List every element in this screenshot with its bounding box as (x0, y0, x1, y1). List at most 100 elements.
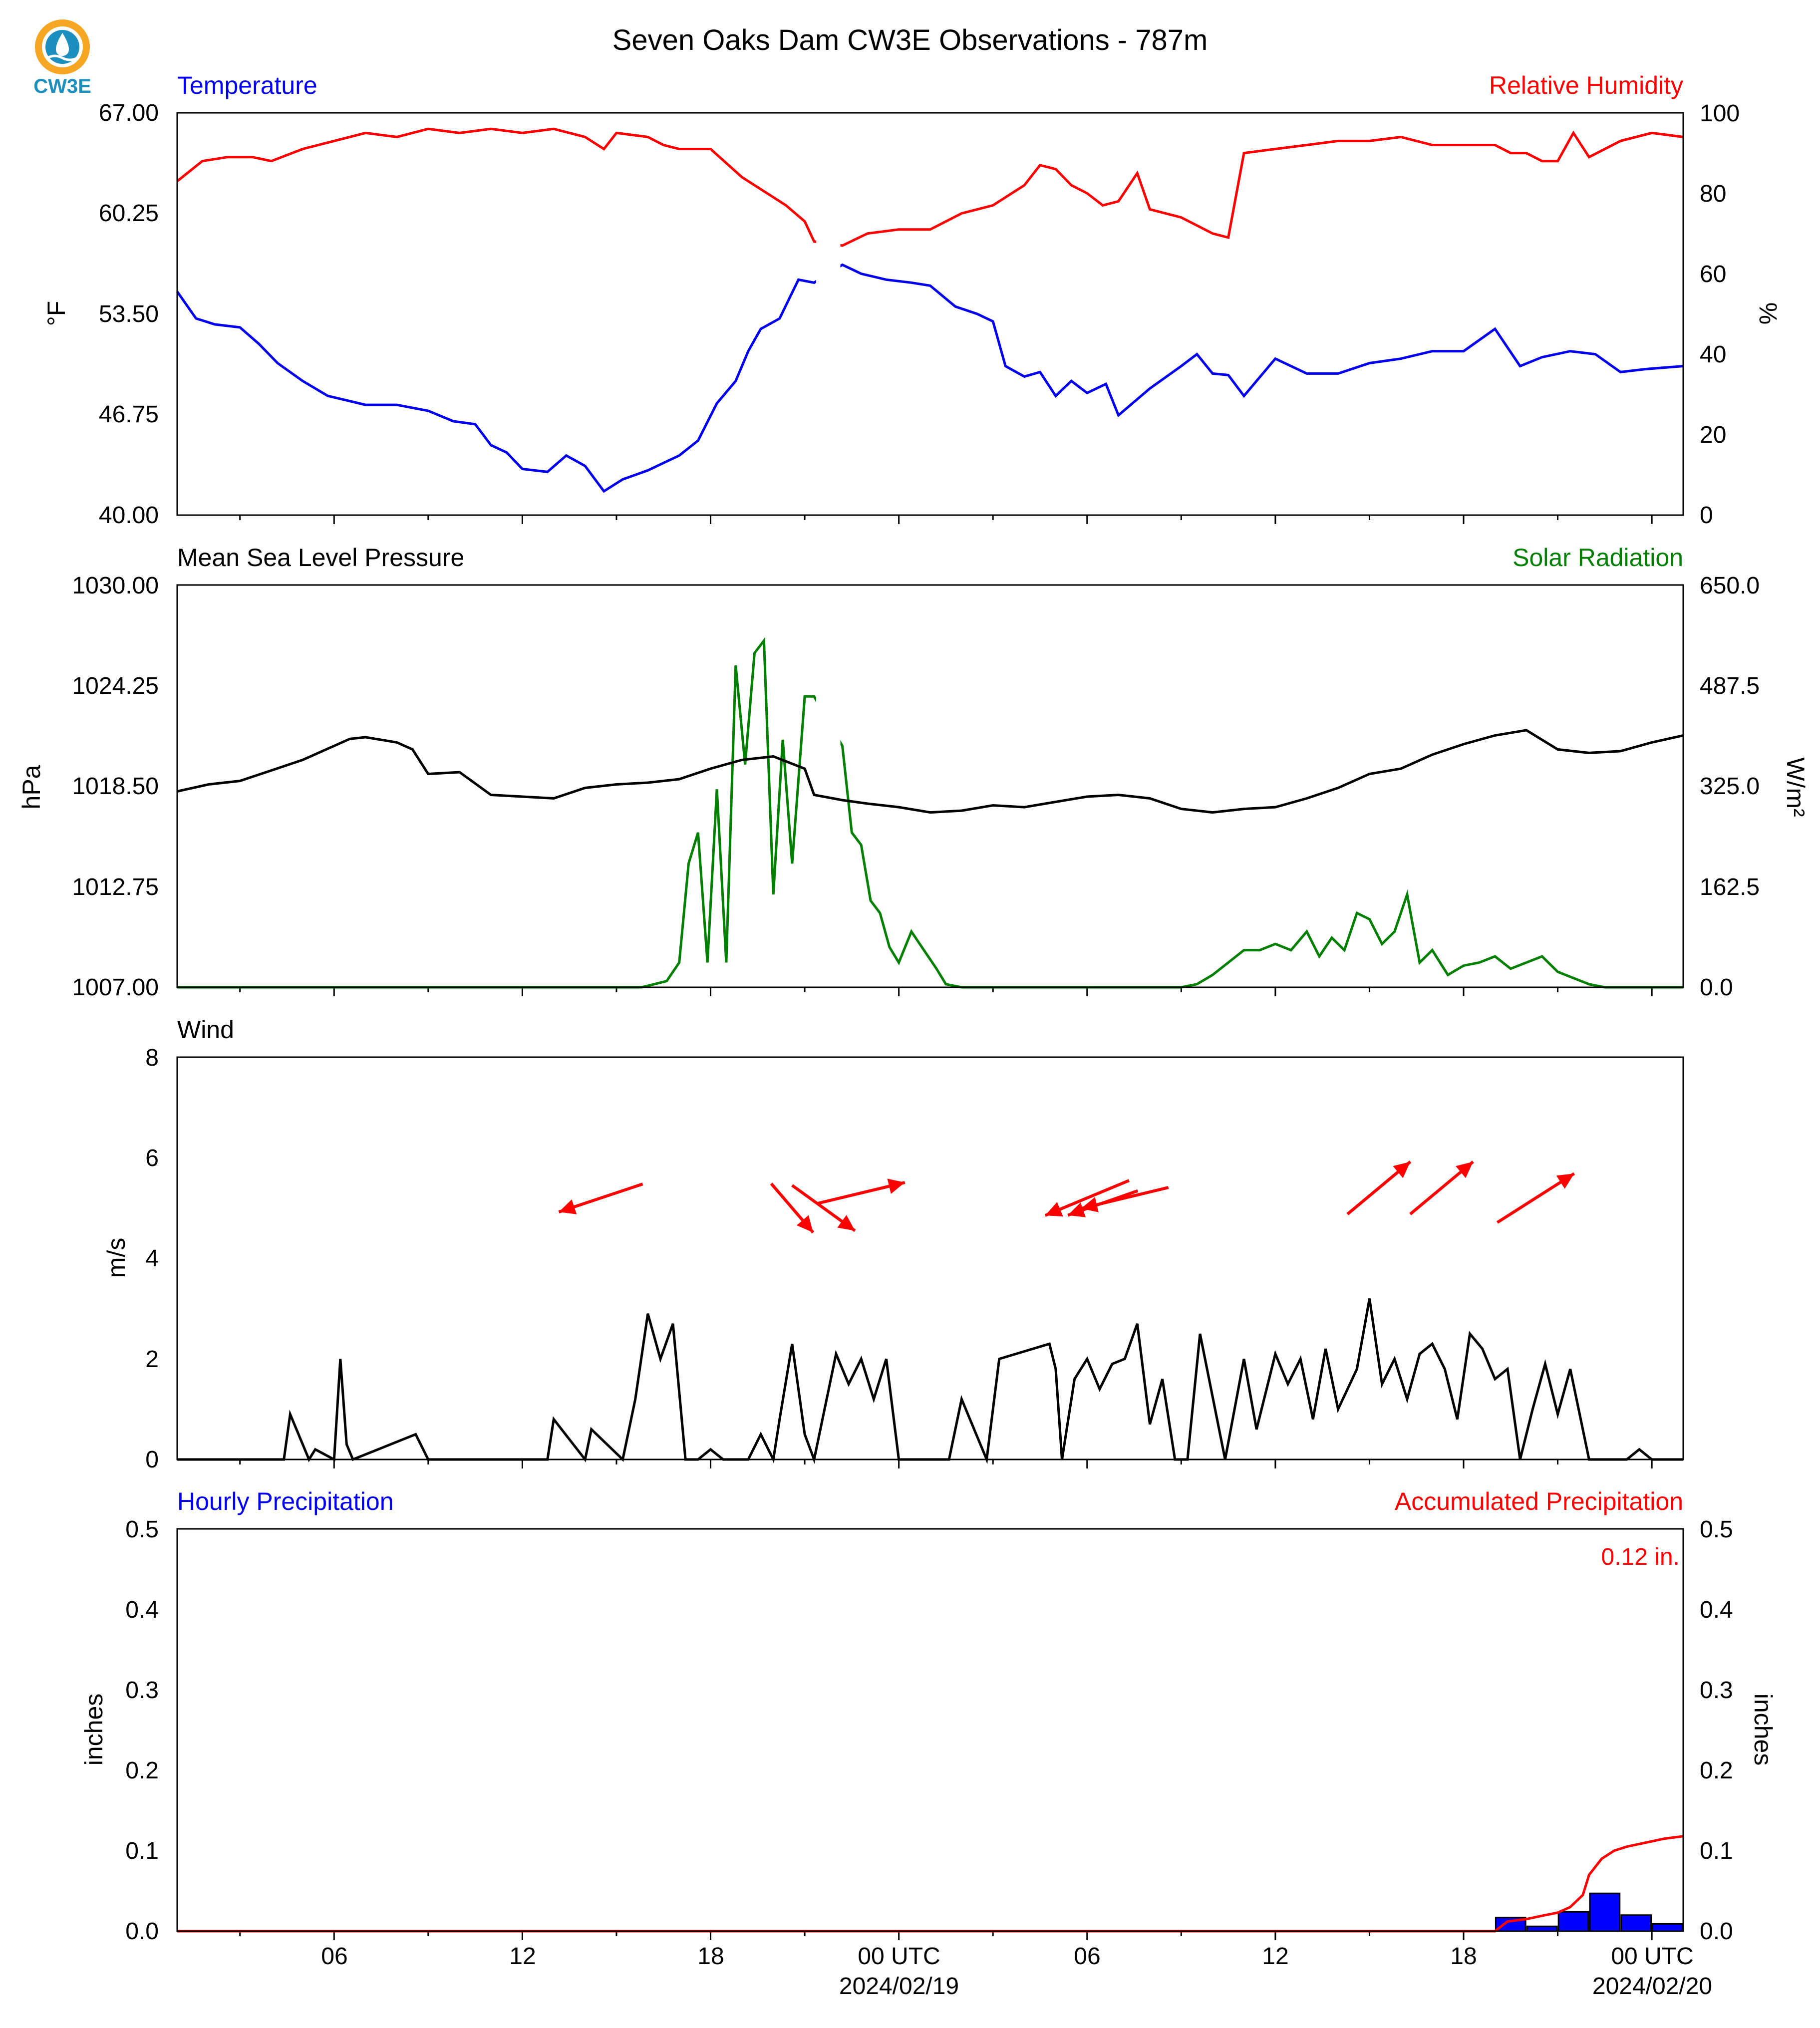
precip-ticks: 0.0 0.1 0.2 0.3 0.4 0.5 (125, 1516, 159, 1945)
logo-drop-icon (56, 33, 69, 56)
humidity-tick: 0 (1700, 502, 1713, 529)
pressure-series-line (177, 729, 1684, 814)
x-tick-label: 00 UTC (858, 1943, 940, 1970)
humidity-ticks: 0 20 40 60 80 100 (1700, 100, 1740, 529)
wind-arrow (1044, 1179, 1130, 1217)
x-tick-label: 06 (321, 1943, 347, 1970)
panel2-tick-marks (239, 987, 1653, 996)
accum-precip-title: Accumulated Precipitation (1395, 1487, 1683, 1515)
precip-tick: 0.5 (125, 1516, 159, 1543)
humidity-axis-label: % (1754, 302, 1782, 324)
precip-bar (1589, 1892, 1621, 1932)
wind-title: Wind (177, 1016, 234, 1044)
precip-tick-right: 0.4 (1700, 1597, 1733, 1623)
humidity-tick: 100 (1700, 100, 1740, 127)
hourly-precip-bars (1495, 1892, 1683, 1932)
panel-temperature-humidity: Temperature Relative Humidity °F % 40.00… (42, 71, 1782, 529)
solar-axis-label: W/m² (1782, 757, 1810, 817)
x-tick-label: 18 (697, 1943, 724, 1970)
temperature-axis-label: °F (42, 301, 70, 326)
pressure-ticks: 1007.00 1012.75 1018.50 1024.25 1030.00 (72, 573, 159, 1001)
data-gap (816, 115, 841, 513)
wind-axis-label: m/s (102, 1238, 130, 1278)
solar-tick: 0.0 (1700, 974, 1733, 1001)
pressure-tick: 1030.00 (72, 573, 159, 599)
wind-speed-line (177, 1298, 1683, 1464)
wind-tick: 0 (145, 1447, 159, 1473)
wind-arrow (1496, 1172, 1575, 1224)
solar-tick: 162.5 (1700, 874, 1760, 900)
wind-direction-arrows (558, 1160, 1575, 1234)
pressure-tick: 1018.50 (72, 773, 159, 800)
wind-arrow (558, 1182, 643, 1214)
x-tick-label: 12 (1262, 1943, 1288, 1970)
wind-arrow (770, 1182, 815, 1234)
wind-arrow (1346, 1160, 1412, 1215)
pressure-title: Mean Sea Level Pressure (177, 544, 464, 572)
pressure-tick: 1024.25 (72, 673, 159, 699)
cw3e-logo: CW3E (33, 19, 91, 97)
panel1-tick-marks (239, 515, 1653, 524)
precip-tick-right: 0.3 (1700, 1677, 1733, 1704)
panel-pressure-solar: Mean Sea Level Pressure Solar Radiation … (17, 544, 1810, 1001)
panel-wind: Wind m/s 0 2 4 6 8 (102, 1016, 1684, 1473)
wind-tick: 2 (145, 1346, 159, 1373)
humidity-tick: 40 (1700, 341, 1726, 368)
precip-tick-right: 0.1 (1700, 1838, 1733, 1864)
solar-tick: 487.5 (1700, 673, 1760, 699)
humidity-title: Relative Humidity (1489, 71, 1683, 99)
logo-text: CW3E (33, 75, 91, 97)
precip-tick: 0.4 (125, 1597, 159, 1623)
solar-tick: 325.0 (1700, 773, 1760, 800)
x-axis-labels: 06 12 18 00 UTC 2024/02/19 06 12 18 00 U… (321, 1943, 1712, 2000)
temperature-tick: 67.00 (99, 100, 159, 126)
figure-title: Seven Oaks Dam CW3E Observations - 787m (612, 24, 1208, 56)
x-tick-label: 12 (509, 1943, 536, 1970)
precip-tick-right: 0.5 (1700, 1516, 1733, 1543)
x-tick-label: 18 (1450, 1943, 1477, 1970)
panel4-frame (176, 1528, 1684, 1932)
date-label: 2024/02/19 (839, 1973, 959, 2000)
precip-tick: 0.1 (125, 1838, 159, 1864)
x-tick-label: 00 UTC (1611, 1943, 1693, 1970)
panel4-tick-marks (239, 1931, 1653, 1940)
wind-arrow (1080, 1186, 1169, 1212)
logo-ring-icon (35, 19, 90, 74)
wind-tick: 8 (145, 1045, 159, 1071)
precip-tick: 0.0 (125, 1918, 159, 1945)
precip-tick-right: 0.2 (1700, 1757, 1733, 1784)
precip-ticks-right: 0.0 0.1 0.2 0.3 0.4 0.5 (1700, 1516, 1733, 1945)
temperature-tick: 40.00 (99, 502, 159, 529)
panel3-frame (176, 1056, 1684, 1460)
precip-bar (1620, 1914, 1652, 1932)
wind-tick: 4 (145, 1245, 159, 1272)
accum-precip-line (177, 1835, 1684, 1933)
solar-ticks: 0.0 162.5 325.0 487.5 650.0 (1700, 573, 1760, 1001)
temperature-tick: 60.25 (99, 200, 159, 227)
wind-arrow (1409, 1160, 1474, 1215)
temperature-tick: 53.50 (99, 301, 159, 327)
accum-total-label: 0.12 in. (1601, 1544, 1680, 1570)
x-tick-label: 06 (1074, 1943, 1100, 1970)
precip-axis-label: inches (80, 1694, 108, 1766)
precip-tick-right: 0.0 (1700, 1918, 1733, 1945)
pressure-axis-label: hPa (17, 765, 45, 809)
solar-title: Solar Radiation (1513, 544, 1683, 572)
pressure-tick: 1012.75 (72, 874, 159, 900)
precip-axis-label-right: inches (1749, 1694, 1777, 1766)
panel-precipitation: Hourly Precipitation Accumulated Precipi… (80, 1487, 1777, 2000)
humidity-tick: 20 (1700, 422, 1726, 448)
wind-tick: 6 (145, 1145, 159, 1171)
logo-wave-icon (46, 54, 78, 61)
data-gap (816, 587, 841, 985)
temperature-ticks: 40.00 46.75 53.50 60.25 67.00 (99, 100, 159, 529)
temperature-title: Temperature (177, 71, 317, 99)
precip-bar (1652, 1923, 1683, 1932)
panel1-frame (176, 112, 1684, 516)
precip-tick: 0.3 (125, 1677, 159, 1704)
pressure-tick: 1007.00 (72, 974, 159, 1001)
humidity-tick: 80 (1700, 181, 1726, 207)
solar-tick: 650.0 (1700, 573, 1760, 599)
temperature-series-line (176, 263, 1684, 493)
